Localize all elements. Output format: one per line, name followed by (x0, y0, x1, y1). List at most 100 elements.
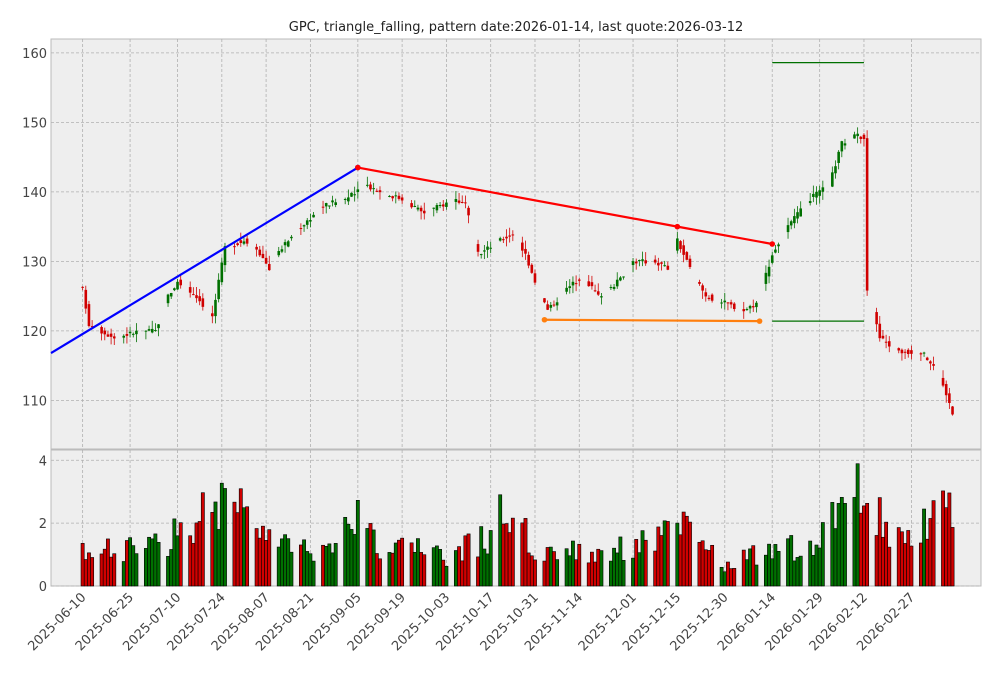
volume-bar (947, 492, 952, 587)
candle-body (612, 286, 616, 289)
volume-bar (637, 552, 642, 587)
volume-bar (397, 539, 401, 587)
candle-body (476, 244, 480, 252)
volume-bar (311, 560, 316, 587)
candle-body (682, 245, 685, 255)
volume-bar (590, 551, 594, 587)
candle-body (596, 291, 600, 295)
volume-bar (830, 502, 835, 587)
upper-line-point (355, 164, 361, 171)
candle-body (657, 262, 660, 266)
candle-body (505, 236, 508, 239)
volume-bar (681, 511, 686, 587)
candle-body (201, 298, 205, 307)
candle-body (350, 192, 353, 197)
volume-bar (147, 536, 151, 587)
candle-body (666, 265, 670, 270)
candle-body (932, 364, 935, 366)
candle-body (321, 206, 325, 208)
volume-bar (223, 488, 227, 587)
candle-body (150, 328, 154, 333)
volume-bar (656, 526, 661, 587)
candle-body (100, 327, 103, 334)
candle-body (600, 296, 603, 298)
volume-bar (852, 497, 857, 587)
volume-bar (254, 528, 259, 587)
volume-bar (719, 566, 724, 587)
candle-body (435, 205, 439, 211)
candle-body (723, 300, 727, 303)
candle-body (774, 249, 777, 253)
candle-body (214, 299, 217, 317)
candle-body (242, 241, 246, 244)
candle-body (122, 335, 126, 338)
volume-bar (422, 554, 427, 587)
candle-body (128, 331, 132, 334)
candle-body (884, 341, 888, 343)
candle-body (264, 257, 268, 264)
volume-bar (125, 540, 129, 587)
lower-line (544, 318, 760, 323)
candle-body (366, 184, 369, 186)
candle-body (929, 361, 932, 364)
candle-body (812, 193, 815, 197)
candle-body (789, 221, 793, 226)
volume-bar (729, 568, 734, 587)
candle-body (369, 184, 372, 190)
volume-bar (479, 526, 484, 587)
volume-bar (533, 559, 537, 587)
volume-bar (881, 536, 885, 587)
candle-body (571, 281, 575, 286)
volume-bar (931, 500, 936, 587)
volume-bar (150, 538, 155, 587)
candle-body (631, 261, 635, 266)
volume-bar (808, 540, 813, 587)
volume-bar (593, 561, 597, 587)
candle-body (328, 205, 331, 207)
candle-body (286, 241, 290, 247)
candle-body (372, 188, 375, 190)
volume-bar (548, 546, 553, 587)
volume-bar (722, 571, 727, 587)
candle-body (422, 210, 426, 214)
candle-body (676, 238, 679, 251)
volume-bar (900, 531, 904, 587)
volume-bar (688, 521, 692, 587)
volume-bar (463, 535, 468, 587)
candle-body (290, 236, 293, 239)
volume-bar (438, 549, 442, 587)
volume-bar (621, 560, 626, 587)
candle-body (875, 312, 878, 325)
candle-body (169, 292, 173, 297)
candle-body (192, 294, 195, 296)
volume-bar (498, 494, 503, 587)
volume-bar (390, 552, 395, 587)
candle-body (679, 241, 682, 250)
candle-body (726, 302, 730, 304)
candle-body (489, 247, 492, 249)
candle-body (309, 220, 312, 222)
volume-bar (327, 543, 332, 587)
volume-bar (501, 523, 506, 587)
volume-bar (855, 463, 860, 587)
candle-body (255, 246, 258, 250)
volume-bar (175, 535, 180, 587)
candle-body (483, 250, 486, 252)
chart-title: GPC, triangle_falling, pattern date:2026… (289, 20, 743, 35)
candle-body (745, 309, 749, 311)
candle-body (834, 166, 837, 174)
volume-bar (346, 523, 351, 587)
candle-body (106, 334, 110, 337)
candle-body (388, 195, 391, 197)
candle-body (707, 297, 711, 300)
candle-body (211, 313, 214, 317)
candle-body (109, 333, 113, 337)
volume-bar (820, 522, 825, 587)
candle-body (502, 239, 505, 241)
candle-body (793, 216, 796, 224)
volume-bar (665, 521, 670, 587)
candle-body (742, 309, 746, 312)
candle-body (925, 357, 929, 361)
volume-bar (283, 534, 287, 587)
volume-bar (571, 540, 575, 587)
